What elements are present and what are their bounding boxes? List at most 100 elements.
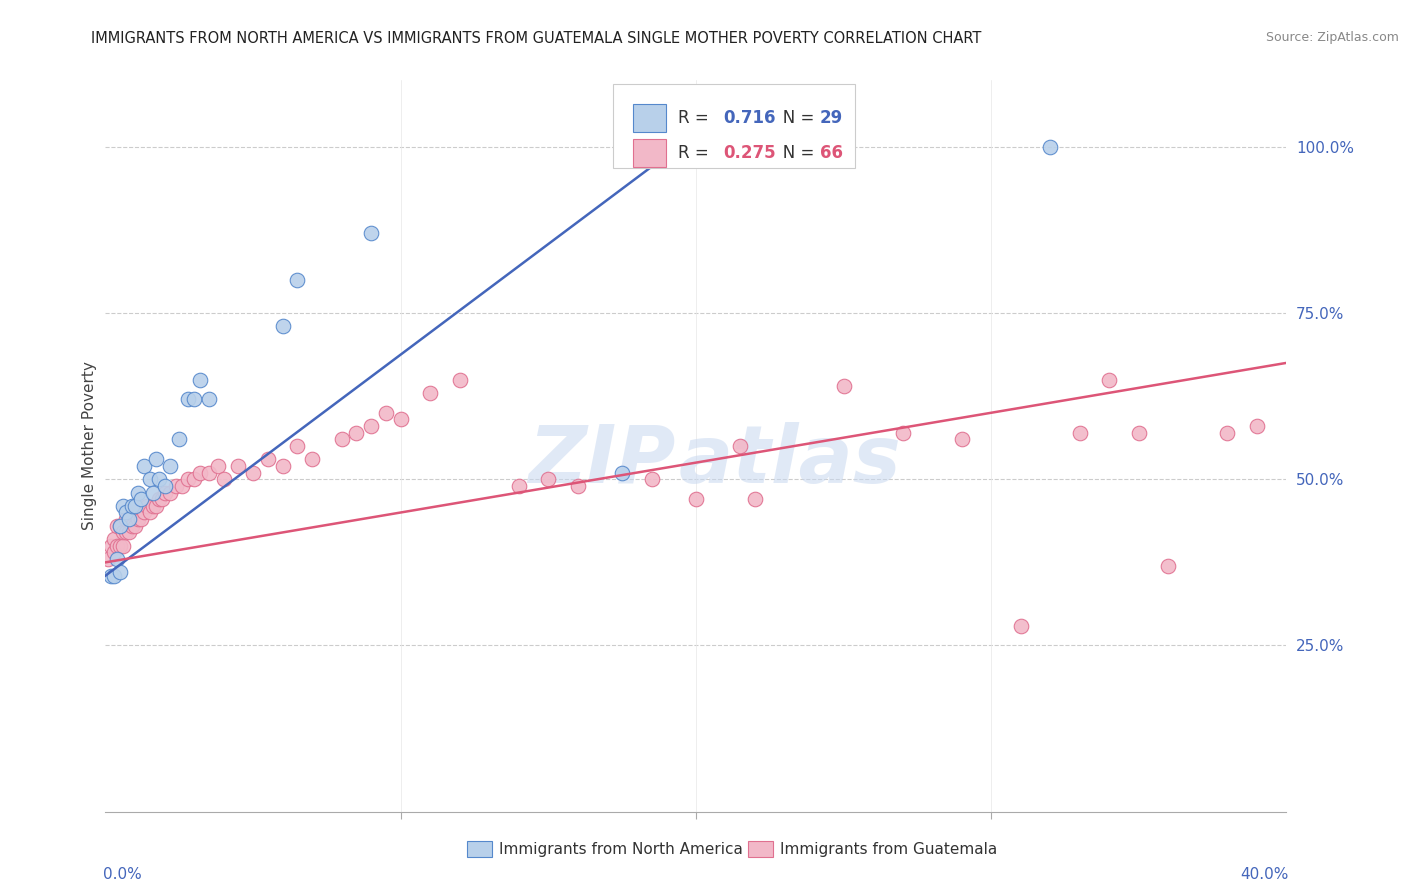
Point: [832, 379, 855, 393]
Point: [177, 392, 200, 407]
Point: [142, 499, 165, 513]
Text: 0.275: 0.275: [723, 144, 776, 161]
Point: [287, 439, 309, 453]
Point: [159, 485, 181, 500]
Point: [110, 518, 132, 533]
Point: [685, 492, 707, 507]
Point: [346, 425, 368, 440]
Point: [100, 568, 122, 582]
Point: [169, 433, 191, 447]
Point: [138, 506, 162, 520]
Point: [115, 506, 138, 520]
Point: [360, 419, 382, 434]
Point: [610, 466, 633, 480]
Point: [419, 385, 441, 400]
Text: 66: 66: [820, 144, 844, 161]
Point: [118, 512, 141, 526]
Point: [100, 539, 122, 553]
Point: [1157, 558, 1180, 573]
Point: [153, 479, 176, 493]
Point: [228, 458, 250, 473]
Point: [148, 472, 170, 486]
Point: [1069, 425, 1091, 440]
Text: Immigrants from North America: Immigrants from North America: [499, 842, 742, 856]
Point: [110, 539, 132, 553]
Point: [105, 539, 128, 553]
Point: [212, 472, 235, 486]
Text: 0.716: 0.716: [723, 110, 776, 128]
FancyBboxPatch shape: [613, 84, 855, 168]
FancyBboxPatch shape: [633, 104, 666, 132]
Point: [110, 518, 132, 533]
Text: 40.0%: 40.0%: [1240, 867, 1289, 881]
Text: R =: R =: [678, 144, 714, 161]
Point: [159, 458, 181, 473]
Point: [115, 512, 138, 526]
Point: [132, 458, 155, 473]
Point: [105, 518, 128, 533]
Point: [1010, 618, 1032, 632]
Text: R =: R =: [678, 110, 714, 128]
Point: [271, 458, 294, 473]
Point: [118, 525, 141, 540]
Point: [1039, 140, 1062, 154]
Point: [1098, 372, 1121, 386]
Point: [257, 452, 280, 467]
Point: [103, 545, 125, 559]
Point: [112, 499, 135, 513]
Text: IMMIGRANTS FROM NORTH AMERICA VS IMMIGRANTS FROM GUATEMALA SINGLE MOTHER POVERTY: IMMIGRANTS FROM NORTH AMERICA VS IMMIGRA…: [91, 31, 981, 46]
Point: [197, 466, 219, 480]
Text: N =: N =: [766, 144, 820, 161]
Point: [105, 552, 128, 566]
Point: [142, 485, 165, 500]
FancyBboxPatch shape: [633, 139, 666, 167]
Point: [207, 458, 229, 473]
Point: [730, 439, 752, 453]
Point: [103, 532, 125, 546]
Point: [183, 472, 205, 486]
Text: 29: 29: [820, 110, 844, 128]
Point: [508, 479, 530, 493]
Point: [389, 412, 412, 426]
Point: [891, 425, 914, 440]
Point: [127, 485, 149, 500]
Point: [145, 452, 167, 467]
Point: [188, 466, 211, 480]
Point: [115, 525, 138, 540]
Point: [374, 406, 398, 420]
Text: Source: ZipAtlas.com: Source: ZipAtlas.com: [1265, 31, 1399, 45]
Y-axis label: Single Mother Poverty: Single Mother Poverty: [82, 361, 97, 531]
Point: [124, 499, 146, 513]
Point: [1216, 425, 1239, 440]
Point: [567, 479, 589, 493]
Point: [121, 499, 143, 513]
Point: [118, 512, 141, 526]
Point: [145, 499, 167, 513]
Point: [360, 226, 382, 240]
Point: [1128, 425, 1150, 440]
Point: [121, 518, 143, 533]
Point: [103, 568, 125, 582]
Point: [110, 566, 132, 580]
Point: [744, 492, 766, 507]
Point: [183, 392, 205, 407]
Point: [330, 433, 353, 447]
Point: [112, 539, 135, 553]
Point: [449, 372, 471, 386]
Point: [1246, 419, 1268, 434]
Point: [188, 372, 211, 386]
Text: ZIP: ZIP: [527, 422, 675, 500]
Point: [537, 472, 560, 486]
Point: [148, 492, 170, 507]
Point: [138, 472, 162, 486]
Point: [197, 392, 219, 407]
Point: [153, 485, 176, 500]
Text: 0.0%: 0.0%: [103, 867, 142, 881]
Point: [287, 273, 309, 287]
Point: [271, 319, 294, 334]
Point: [129, 512, 152, 526]
Point: [129, 492, 152, 507]
Point: [165, 479, 187, 493]
Point: [242, 466, 264, 480]
Text: Immigrants from Guatemala: Immigrants from Guatemala: [780, 842, 998, 856]
